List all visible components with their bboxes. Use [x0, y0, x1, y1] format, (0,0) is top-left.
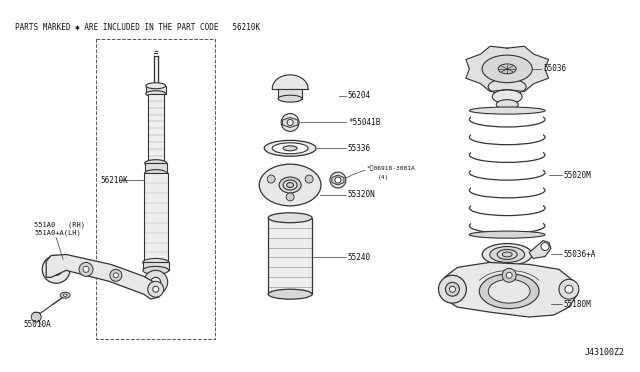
- Ellipse shape: [496, 100, 518, 110]
- Ellipse shape: [492, 90, 522, 104]
- Text: (4): (4): [378, 174, 389, 180]
- Polygon shape: [442, 262, 577, 317]
- Ellipse shape: [143, 266, 169, 274]
- Text: 55020M: 55020M: [564, 171, 592, 180]
- Text: 55240: 55240: [348, 253, 371, 262]
- Ellipse shape: [498, 64, 516, 74]
- Text: 55320N: 55320N: [348, 190, 376, 199]
- Circle shape: [305, 175, 313, 183]
- Text: 56210K: 56210K: [101, 176, 129, 185]
- Circle shape: [541, 243, 549, 250]
- Ellipse shape: [268, 289, 312, 299]
- Circle shape: [148, 281, 164, 297]
- Ellipse shape: [488, 279, 530, 303]
- Ellipse shape: [482, 55, 532, 83]
- Ellipse shape: [497, 250, 517, 259]
- Text: PARTS MARKED ✱ ARE INCLUDED IN THE PART CODE   56210K: PARTS MARKED ✱ ARE INCLUDED IN THE PART …: [15, 23, 260, 32]
- Circle shape: [83, 266, 89, 272]
- Ellipse shape: [283, 180, 297, 190]
- Circle shape: [330, 172, 346, 188]
- Bar: [145, 163, 166, 173]
- Ellipse shape: [272, 143, 308, 154]
- Circle shape: [449, 286, 456, 292]
- Circle shape: [267, 175, 275, 183]
- Ellipse shape: [264, 140, 316, 156]
- Bar: [278, 89, 302, 99]
- Text: J43100Z2: J43100Z2: [585, 348, 625, 357]
- Ellipse shape: [278, 95, 302, 102]
- Circle shape: [151, 277, 161, 287]
- Ellipse shape: [259, 164, 321, 206]
- Circle shape: [79, 262, 93, 276]
- Text: 55336: 55336: [348, 144, 371, 153]
- Text: 551A0+A(LH): 551A0+A(LH): [35, 230, 81, 236]
- Ellipse shape: [145, 160, 166, 167]
- Polygon shape: [529, 241, 551, 259]
- Bar: [268, 218, 312, 294]
- Text: 55036+A: 55036+A: [564, 250, 596, 259]
- Circle shape: [153, 286, 159, 292]
- Text: 56204: 56204: [348, 91, 371, 100]
- Text: *55041B: *55041B: [348, 118, 380, 127]
- Circle shape: [287, 119, 293, 125]
- Circle shape: [506, 272, 512, 278]
- Polygon shape: [282, 118, 298, 128]
- Ellipse shape: [502, 252, 512, 257]
- Ellipse shape: [63, 294, 67, 296]
- Ellipse shape: [268, 213, 312, 223]
- Circle shape: [502, 268, 516, 282]
- Bar: [471, 110, 543, 235]
- Circle shape: [565, 285, 573, 293]
- Circle shape: [144, 270, 168, 294]
- Circle shape: [110, 269, 122, 281]
- Circle shape: [335, 177, 341, 183]
- Ellipse shape: [490, 247, 525, 262]
- Text: *ⓝ06918-3081A: *ⓝ06918-3081A: [367, 165, 415, 171]
- Ellipse shape: [287, 183, 294, 187]
- Text: 55180M: 55180M: [564, 299, 592, 309]
- Circle shape: [50, 263, 62, 275]
- Circle shape: [286, 193, 294, 201]
- Bar: [144, 173, 168, 262]
- Circle shape: [438, 275, 467, 303]
- Ellipse shape: [145, 170, 166, 177]
- Ellipse shape: [469, 231, 545, 238]
- Text: 55036: 55036: [543, 64, 566, 73]
- Circle shape: [445, 282, 460, 296]
- Ellipse shape: [146, 83, 166, 89]
- Ellipse shape: [283, 146, 297, 151]
- Bar: [148, 94, 164, 163]
- Ellipse shape: [60, 292, 70, 298]
- Bar: [143, 262, 169, 270]
- Polygon shape: [332, 175, 344, 185]
- Text: 551A0   (RH): 551A0 (RH): [35, 221, 85, 228]
- Circle shape: [42, 256, 70, 283]
- Circle shape: [281, 113, 299, 131]
- Text: 55010A: 55010A: [23, 320, 51, 330]
- Circle shape: [31, 312, 41, 322]
- Polygon shape: [466, 46, 548, 92]
- Ellipse shape: [146, 91, 166, 97]
- Ellipse shape: [279, 177, 301, 193]
- Ellipse shape: [479, 274, 539, 309]
- Circle shape: [559, 279, 579, 299]
- Polygon shape: [46, 254, 161, 299]
- Ellipse shape: [469, 107, 545, 114]
- Ellipse shape: [143, 259, 169, 266]
- Circle shape: [113, 273, 118, 278]
- Ellipse shape: [483, 244, 532, 265]
- Ellipse shape: [488, 79, 526, 95]
- Bar: [146, 86, 166, 94]
